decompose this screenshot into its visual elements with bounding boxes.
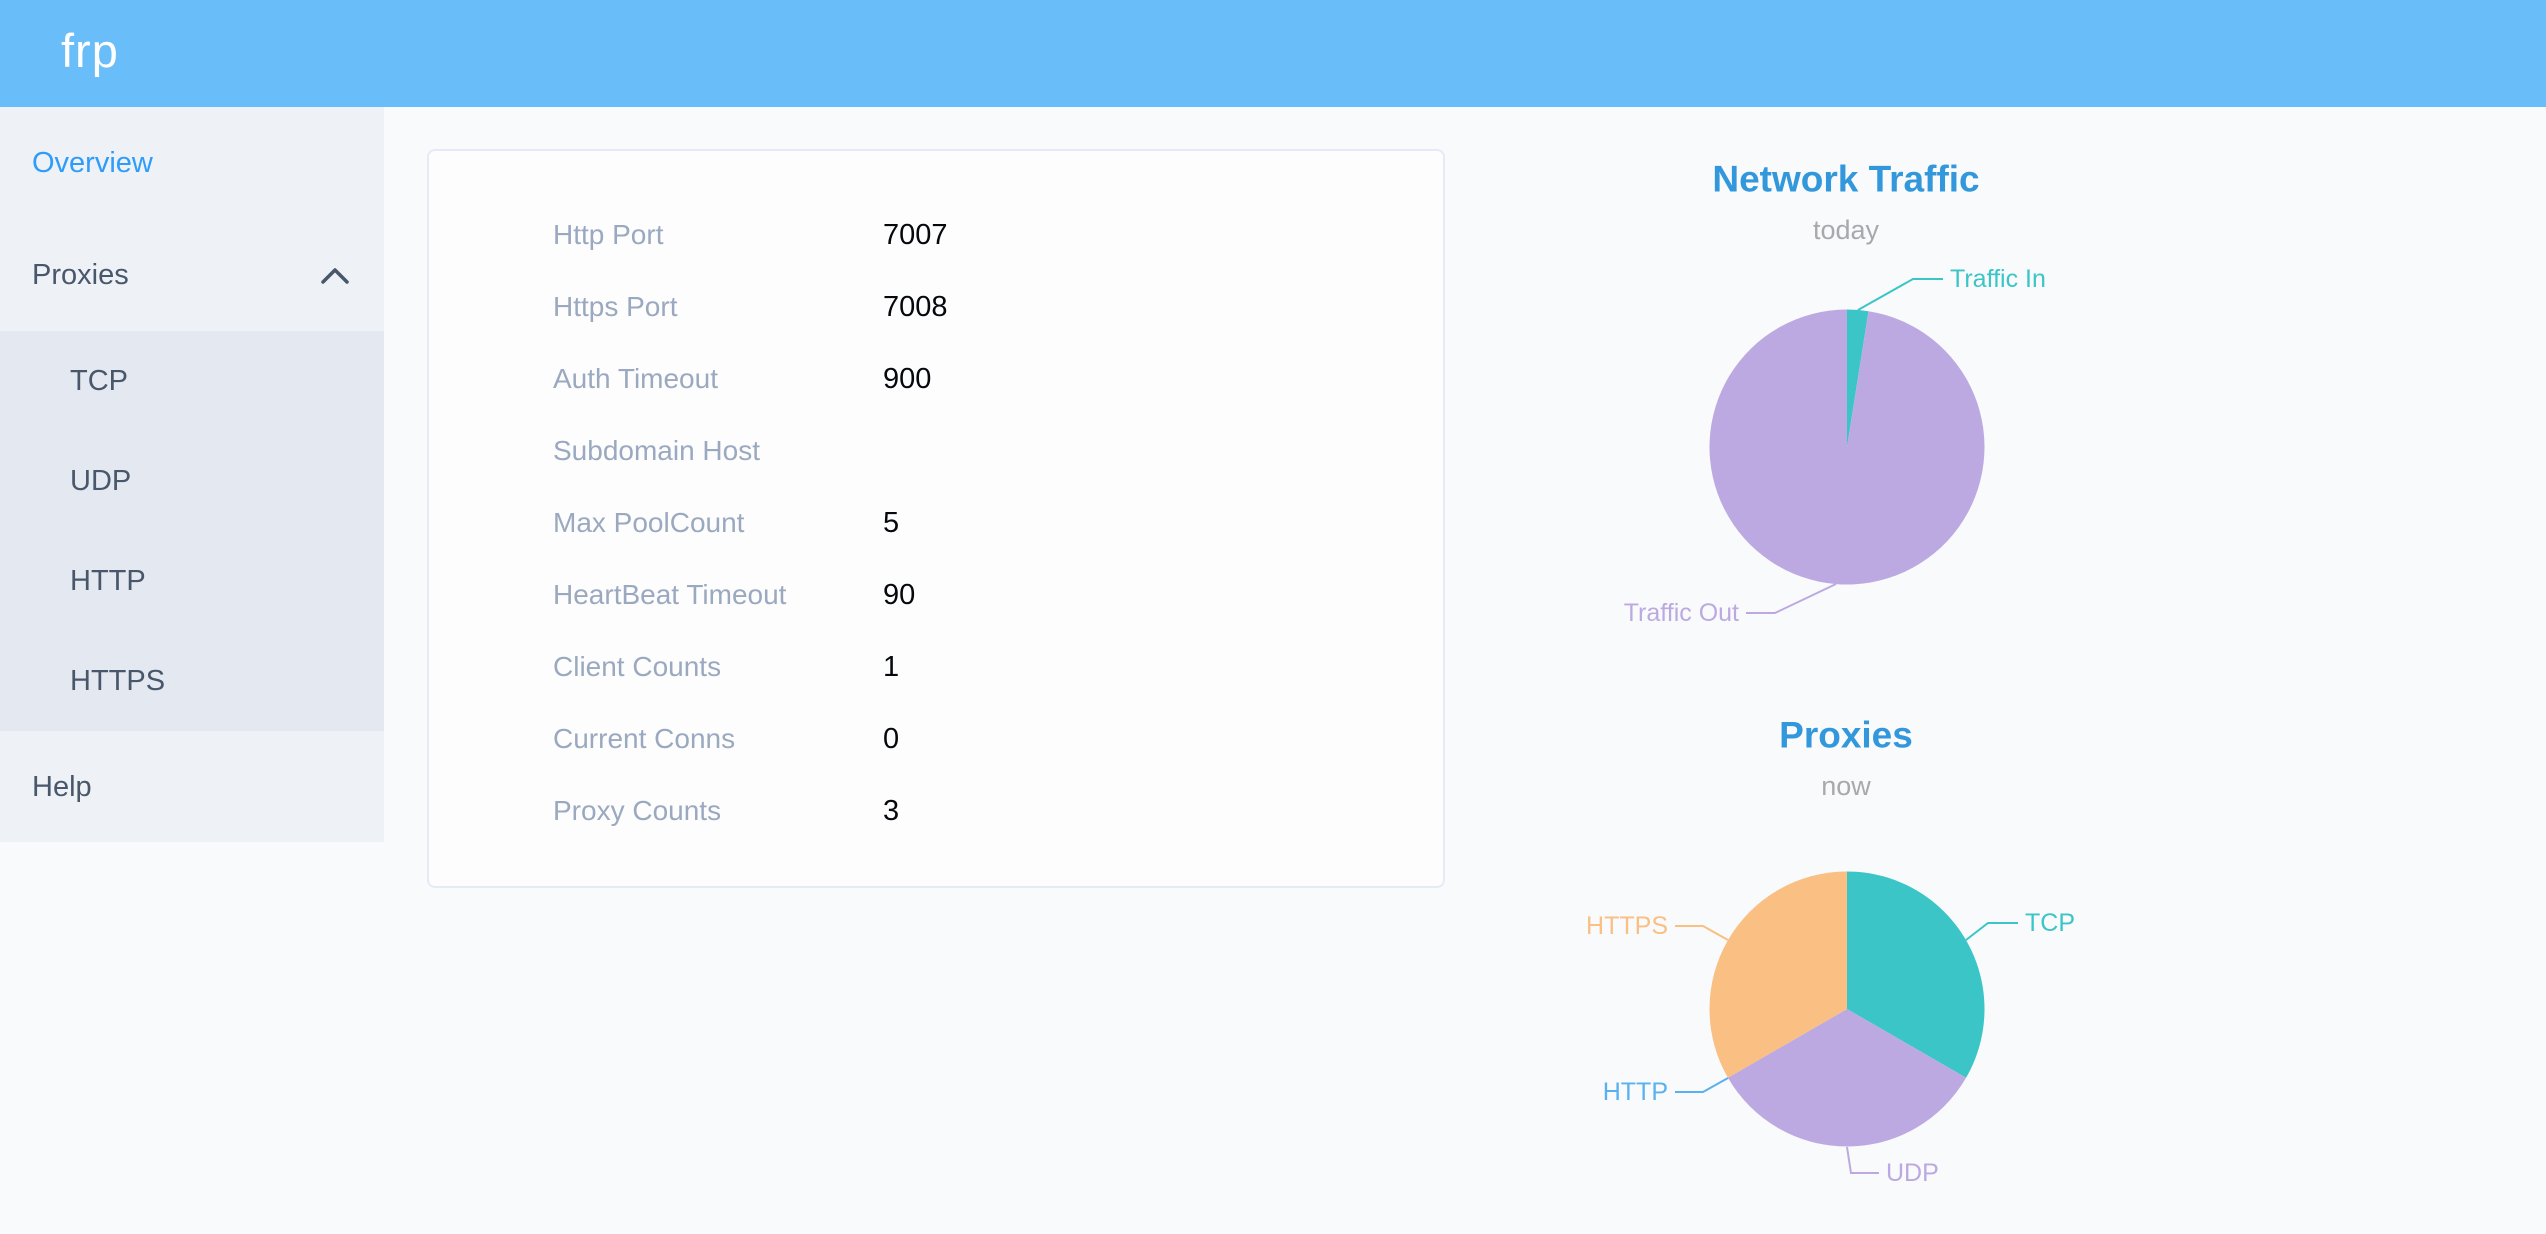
pie-label-http: HTTP (1603, 1078, 1668, 1106)
config-row: Https Port 7008 (429, 271, 1443, 343)
pie-slice-tcp[interactable] (1847, 871, 1985, 1078)
config-label: Proxy Counts (553, 795, 722, 826)
pie-slice-traffic-in[interactable] (1847, 309, 1869, 448)
config-value: 0 (883, 722, 900, 755)
network-traffic-pie[interactable] (1709, 309, 1985, 585)
tcp-leader-line (1965, 922, 2018, 941)
config-label: HeartBeat Timeout (553, 579, 787, 610)
pie-slice-udp[interactable] (1727, 1009, 1967, 1147)
config-value: 900 (883, 362, 932, 395)
sidebar-item-http[interactable]: HTTP (0, 531, 384, 631)
charts-panel: Network Traffic today Traffic In Traffic… (1586, 159, 2075, 1188)
http-leader-line (1675, 1077, 1729, 1093)
config-label: Subdomain Host (553, 435, 761, 466)
config-label: Https Port (553, 291, 678, 322)
config-label: Current Conns (553, 723, 736, 754)
config-value: 5 (883, 506, 900, 539)
sidebar-item-label: Overview (32, 146, 153, 179)
udp-leader-line (1846, 1146, 1879, 1174)
sidebar-item-label: UDP (70, 464, 132, 497)
config-row: Current Conns 0 (429, 703, 1443, 775)
config-row: Client Counts 1 (429, 631, 1443, 703)
config-label: Max PoolCount (553, 507, 745, 538)
network-traffic-chart-title: Network Traffic (1712, 159, 1979, 200)
sidebar-submenu-proxies: TCP UDP HTTP HTTPS (0, 331, 384, 731)
pie-slice-https[interactable] (1709, 871, 1847, 1078)
config-row: HeartBeat Timeout 90 (429, 559, 1443, 631)
pie-label-traffic-out: Traffic Out (1624, 599, 1739, 627)
traffic-in-leader-line (1857, 278, 1943, 311)
sidebar-item-udp[interactable]: UDP (0, 431, 384, 531)
server-config-card: Http Port 7007 Https Port 7008 Auth Time… (427, 149, 1445, 888)
config-row: Subdomain Host (429, 415, 1443, 487)
sidebar-item-label: Proxies (32, 258, 129, 291)
config-label: Http Port (553, 219, 664, 250)
config-row: Proxy Counts 3 (429, 775, 1443, 847)
sidebar: Overview Proxies TCP UDP HTTP HTTPS Help (0, 107, 384, 842)
pie-label-traffic-in: Traffic In (1950, 265, 2046, 293)
pie-label-udp: UDP (1886, 1159, 1939, 1187)
sidebar-item-label: HTTPS (70, 664, 166, 697)
config-value: 7008 (883, 290, 948, 323)
pie-label-tcp: TCP (2025, 909, 2075, 937)
config-value: 1 (883, 650, 900, 683)
config-label: Client Counts (553, 651, 722, 682)
sidebar-item-help[interactable]: Help (0, 731, 384, 843)
config-value: 7007 (883, 218, 948, 251)
app-logo: frp (61, 23, 119, 77)
proxies-chart-title: Proxies (1779, 715, 1913, 756)
chevron-up-icon (321, 268, 349, 284)
https-leader-line (1675, 925, 1729, 941)
config-value: 90 (883, 578, 916, 611)
sidebar-item-label: TCP (70, 364, 128, 397)
config-label: Auth Timeout (553, 363, 718, 394)
config-row: Max PoolCount 5 (429, 487, 1443, 559)
sidebar-item-proxies[interactable]: Proxies (0, 219, 384, 331)
config-value: 3 (883, 794, 900, 827)
pie-slice-traffic-out[interactable] (1709, 309, 1985, 585)
sidebar-item-https[interactable]: HTTPS (0, 631, 384, 731)
traffic-out-leader-line (1746, 583, 1837, 614)
app-header: frp (0, 0, 2546, 107)
proxies-chart-subtitle: now (1821, 771, 1871, 801)
sidebar-item-label: HTTP (70, 564, 146, 597)
network-traffic-chart-subtitle: today (1813, 215, 1880, 245)
config-row: Auth Timeout 900 (429, 343, 1443, 415)
config-row: Http Port 7007 (429, 199, 1443, 271)
sidebar-item-tcp[interactable]: TCP (0, 331, 384, 431)
proxies-pie[interactable] (1709, 871, 1985, 1147)
sidebar-item-overview[interactable]: Overview (0, 107, 384, 219)
pie-label-https: HTTPS (1586, 912, 1668, 940)
sidebar-item-label: Help (32, 770, 92, 803)
